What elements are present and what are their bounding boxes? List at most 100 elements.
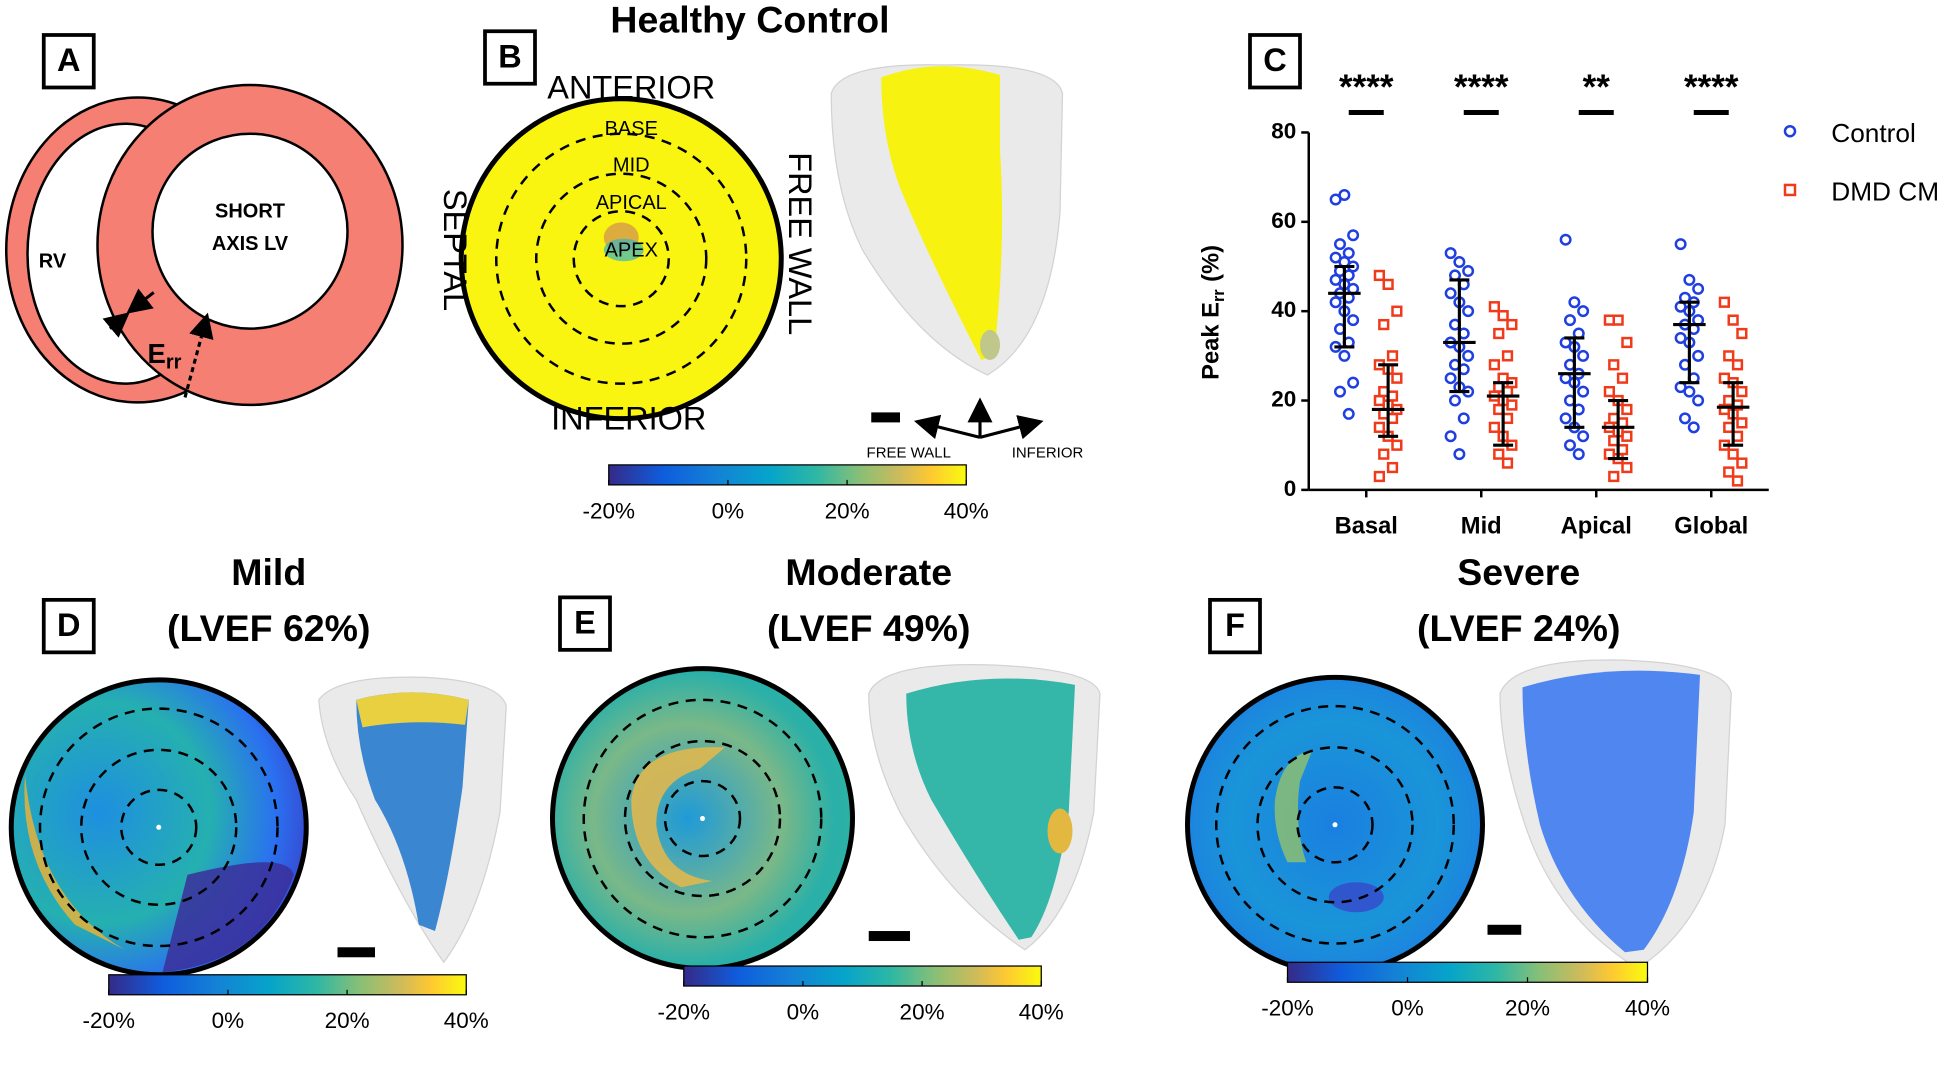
arrow bbox=[102, 312, 130, 338]
data-point bbox=[1621, 403, 1633, 416]
data-point bbox=[1391, 305, 1403, 317]
data-point bbox=[1563, 439, 1576, 452]
panel-label-box bbox=[41, 33, 96, 90]
panel-title: Severe bbox=[1457, 551, 1580, 593]
strain-symbol: E bbox=[148, 338, 166, 369]
colorbar-tick-label: -20% bbox=[582, 498, 635, 523]
colorbar-tick-label: 0% bbox=[212, 1008, 245, 1033]
y-tick-label: 60 bbox=[1271, 208, 1296, 233]
data-point bbox=[1378, 448, 1390, 460]
data-point bbox=[1342, 407, 1355, 420]
legend-label: Control bbox=[1831, 118, 1916, 148]
data-point bbox=[1497, 310, 1509, 322]
y-tick-label: 0 bbox=[1284, 476, 1297, 501]
colorbar bbox=[108, 974, 467, 996]
data-point bbox=[1382, 278, 1394, 290]
blotch bbox=[1328, 882, 1384, 913]
blotch bbox=[980, 329, 1000, 360]
data-point bbox=[1373, 394, 1385, 407]
panel-label: C bbox=[1263, 42, 1286, 78]
arrow bbox=[126, 288, 155, 314]
lv-label: AXIS LV bbox=[212, 233, 289, 255]
data-point bbox=[1488, 421, 1500, 433]
data-point bbox=[1347, 229, 1360, 242]
data-point bbox=[1736, 417, 1748, 429]
panel-label: A bbox=[57, 42, 80, 78]
significance: **** bbox=[1454, 68, 1509, 107]
data-point bbox=[1347, 376, 1360, 389]
data-point bbox=[1577, 349, 1590, 362]
colorbar-tick-label: 40% bbox=[1625, 996, 1670, 1021]
data-point bbox=[1444, 287, 1457, 300]
panel-label-box bbox=[483, 29, 537, 86]
y-axis-label-text: Peak E bbox=[1199, 302, 1225, 380]
heart-surface bbox=[906, 678, 1075, 940]
blotch bbox=[603, 238, 644, 262]
colorbar bbox=[1286, 961, 1649, 983]
data-point bbox=[1457, 412, 1470, 425]
legend-label: DMD CM bbox=[1831, 177, 1939, 207]
ring bbox=[1256, 746, 1414, 904]
center bbox=[1332, 822, 1338, 828]
y-axis-label-unit: (%) bbox=[1199, 245, 1225, 282]
data-point bbox=[1568, 296, 1581, 309]
data-point bbox=[1488, 359, 1500, 371]
data-point bbox=[1444, 372, 1457, 385]
data-point bbox=[1444, 247, 1457, 260]
panel-b: Healthy Control ANTERIOR INFERIOR SEPTAL… bbox=[437, 0, 1084, 462]
data-point bbox=[1692, 349, 1705, 362]
direction-label: FREE WALL bbox=[782, 152, 818, 335]
colorbar-tick-label: 0% bbox=[1391, 996, 1424, 1021]
data-point bbox=[1692, 282, 1705, 295]
colorbar-tick-label: 20% bbox=[1505, 996, 1550, 1021]
data-point bbox=[1563, 314, 1576, 327]
data-point bbox=[1736, 327, 1748, 340]
data-point bbox=[1373, 470, 1385, 483]
strain-subscript: rr bbox=[166, 352, 182, 374]
heart-surface bbox=[356, 692, 469, 932]
ring-label: BASE bbox=[605, 118, 658, 140]
colorbar-tick-label: 0% bbox=[712, 498, 745, 523]
x-tick-label: Global bbox=[1674, 514, 1748, 540]
orientation-label: INFERIOR bbox=[1012, 445, 1084, 462]
panel-label-box bbox=[1248, 33, 1302, 90]
blotch bbox=[162, 862, 294, 973]
panel-label: B bbox=[498, 38, 521, 74]
x-tick-label: Basal bbox=[1335, 514, 1398, 540]
panel-title: Healthy Control bbox=[610, 0, 889, 40]
ring bbox=[120, 788, 198, 867]
center bbox=[700, 816, 705, 822]
blotch bbox=[1274, 749, 1313, 863]
data-point bbox=[1488, 301, 1500, 313]
colorbar-tick-label: 40% bbox=[444, 1008, 489, 1033]
data-point bbox=[1453, 256, 1466, 269]
colorbar-tick-label: 20% bbox=[325, 1008, 370, 1033]
ring bbox=[80, 748, 238, 907]
data-point bbox=[1329, 296, 1342, 309]
significance: **** bbox=[1684, 68, 1739, 107]
data-point bbox=[1347, 314, 1360, 327]
y-axis-label-sub: rr bbox=[1210, 289, 1228, 302]
legend-marker bbox=[1783, 124, 1797, 138]
ring-label: APEX bbox=[605, 239, 658, 261]
data-point bbox=[1683, 273, 1696, 286]
colorbar-tick-label: 0% bbox=[787, 999, 820, 1024]
significance: **** bbox=[1339, 68, 1394, 107]
ring bbox=[495, 132, 748, 385]
data-point bbox=[1723, 466, 1735, 478]
data-point bbox=[1333, 238, 1346, 251]
data-point bbox=[1378, 318, 1390, 331]
axis-arrow bbox=[979, 415, 1044, 440]
ring-label: APICAL bbox=[596, 192, 667, 214]
panel-label: D bbox=[57, 607, 80, 643]
data-point bbox=[1342, 247, 1355, 260]
direction-label: ANTERIOR bbox=[547, 70, 715, 106]
panel-title: (LVEF 62%) bbox=[167, 607, 370, 649]
data-point bbox=[1621, 461, 1633, 474]
strain-label: Err bbox=[148, 338, 182, 374]
orientation-label: FREE WALL bbox=[867, 445, 951, 462]
legend-marker bbox=[1783, 183, 1797, 197]
data-point bbox=[1506, 399, 1518, 411]
data-point bbox=[1338, 349, 1351, 362]
